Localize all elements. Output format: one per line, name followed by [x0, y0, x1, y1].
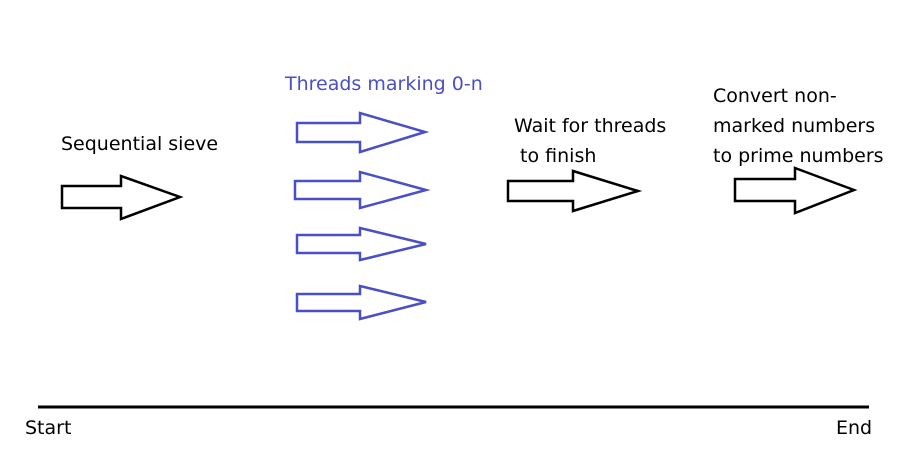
wait-arrow — [506, 169, 643, 213]
convert-arrow — [733, 166, 858, 215]
sequential-sieve-label: Sequential sieve — [61, 133, 219, 155]
thread-arrow-3 — [295, 226, 427, 262]
thread-arrow-4 — [295, 284, 427, 321]
thread-arrow-2 — [293, 170, 431, 210]
threads-marking-label: Threads marking 0-n — [285, 73, 483, 95]
convert-to-primes-label: Convert non- marked numbers to prime num… — [713, 85, 884, 167]
wait-for-threads-label: Wait for threads to finish — [514, 115, 667, 167]
timeline-start-label: Start — [25, 417, 72, 439]
thread-arrow-1 — [295, 111, 430, 154]
timeline-end-label: End — [836, 417, 873, 439]
sequential-sieve-arrow — [60, 174, 184, 221]
